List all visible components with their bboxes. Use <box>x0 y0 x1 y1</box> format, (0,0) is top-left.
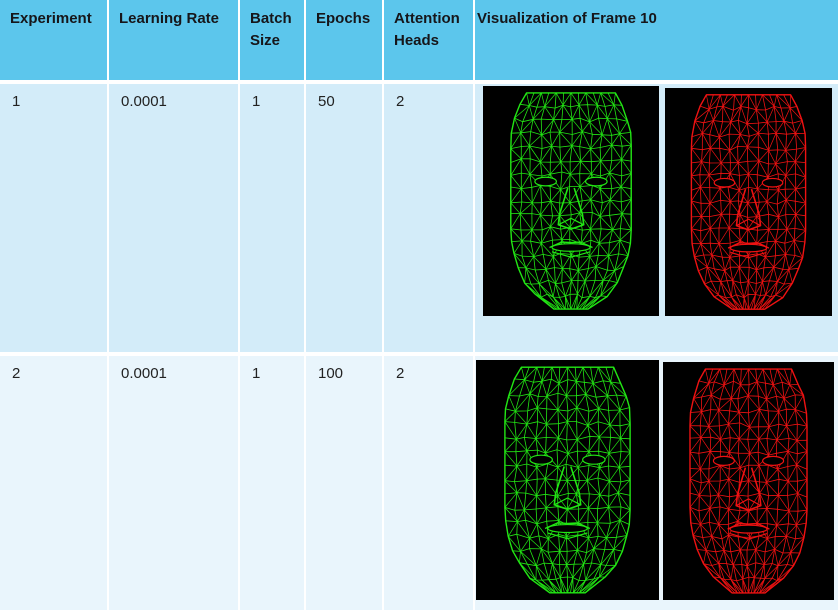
red-face-mesh-icon <box>689 368 808 594</box>
red-face-mesh-image <box>663 362 834 600</box>
cell-batch-size: 1 <box>240 356 306 610</box>
cell-learning-rate: 0.0001 <box>109 84 240 356</box>
header-experiment: Experiment <box>0 0 109 84</box>
header-batch-size: Batch Size <box>240 0 306 84</box>
green-face-mesh-icon <box>504 366 631 594</box>
green-face-mesh-icon <box>510 92 632 310</box>
cell-batch-size: 1 <box>240 84 306 356</box>
header-row: Experiment Learning Rate Batch Size Epoc… <box>0 0 838 84</box>
cell-attention-heads: 2 <box>384 84 475 356</box>
cell-epochs: 100 <box>306 356 384 610</box>
cell-experiment: 2 <box>0 356 109 610</box>
header-attention-heads: Attention Heads <box>384 0 475 84</box>
header-visualization: Visualization of Frame 10 <box>475 0 838 84</box>
red-face-mesh-image <box>665 88 832 316</box>
table-row: 1 0.0001 1 50 2 <box>0 84 838 356</box>
header-epochs: Epochs <box>306 0 384 84</box>
cell-experiment: 1 <box>0 84 109 356</box>
red-face-mesh-icon <box>690 94 807 310</box>
cell-epochs: 50 <box>306 84 384 356</box>
header-learning-rate: Learning Rate <box>109 0 240 84</box>
cell-learning-rate: 0.0001 <box>109 356 240 610</box>
cell-attention-heads: 2 <box>384 356 475 610</box>
green-face-mesh-image <box>476 360 659 600</box>
green-face-mesh-image <box>483 86 659 316</box>
cell-visualization <box>475 356 838 610</box>
table-row: 2 0.0001 1 100 2 <box>0 356 838 610</box>
cell-visualization <box>475 84 838 356</box>
